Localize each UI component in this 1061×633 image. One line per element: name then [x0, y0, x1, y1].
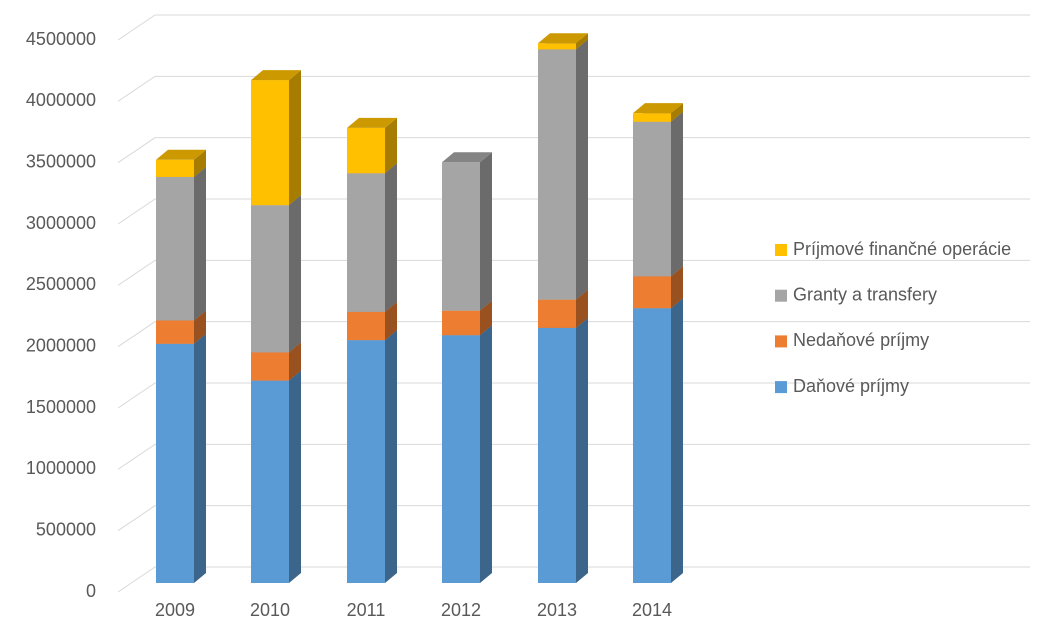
legend-swatch: [775, 244, 787, 256]
bar-top: [251, 70, 301, 81]
grid-line: [117, 198, 1030, 225]
bar-segment: [347, 127, 385, 174]
y-tick-label: 4500000: [26, 29, 96, 49]
bar-side: [671, 298, 683, 583]
grid-line: [117, 443, 1030, 470]
bar-side: [576, 317, 588, 583]
bar-side: [289, 195, 301, 353]
grid-line: [117, 382, 1030, 409]
legend-label: Príjmové finančné operácie: [793, 239, 1011, 259]
x-tick-label: 2009: [155, 600, 195, 620]
bar-side: [576, 289, 588, 328]
y-tick-label: 2000000: [26, 335, 96, 355]
bar-side: [289, 370, 301, 583]
bar-side: [385, 301, 397, 341]
bar-side: [480, 325, 492, 583]
x-tick-label: 2012: [441, 600, 481, 620]
bar-side: [385, 163, 397, 312]
grid-line: [117, 321, 1030, 348]
bar-top: [633, 103, 683, 114]
bar-segment: [538, 299, 576, 328]
bar-segment: [156, 343, 194, 583]
legend-swatch: [775, 289, 787, 302]
bar-segment: [251, 352, 289, 381]
bar-top: [538, 33, 588, 44]
grid-line: [117, 137, 1030, 164]
bar-top: [156, 149, 206, 160]
y-tick-label: 3000000: [26, 213, 96, 233]
y-tick-label: 1000000: [26, 458, 96, 478]
grid-line: [117, 14, 1030, 41]
y-tick-label: 2500000: [26, 274, 96, 294]
bar-side: [194, 310, 206, 344]
bar-segment: [347, 311, 385, 341]
bar-segment: [633, 113, 671, 122]
bar-segment: [156, 320, 194, 344]
bar-side: [385, 330, 397, 583]
bar-segment: [633, 121, 671, 277]
y-tick-label: 4000000: [26, 90, 96, 110]
bar-segment: [633, 308, 671, 583]
bar-segment: [538, 49, 576, 300]
bar-side: [671, 103, 683, 122]
y-tick-label: 500000: [36, 519, 96, 539]
grid-line: [117, 259, 1030, 286]
bar-side: [289, 342, 301, 381]
bar-segment: [251, 205, 289, 353]
bar-segment: [538, 43, 576, 50]
y-tick-label: 1500000: [26, 397, 96, 417]
bar-segment: [442, 310, 480, 336]
y-tick-label: 0: [86, 581, 96, 601]
x-tick-label: 2013: [537, 600, 577, 620]
bar-top: [442, 152, 492, 163]
y-tick-label: 3500000: [26, 151, 96, 171]
bar-segment: [251, 80, 289, 206]
x-tick-label: 2011: [347, 600, 386, 620]
bar-side: [576, 39, 588, 300]
grid-line: [117, 505, 1030, 532]
bar-segment: [538, 327, 576, 583]
bar-segment: [633, 276, 671, 309]
legend-swatch: [775, 381, 787, 394]
bar-segment: [347, 340, 385, 583]
grid-line: [117, 75, 1030, 102]
bar-segment: [442, 335, 480, 583]
bar-side: [289, 70, 301, 206]
x-tick-label: 2014: [632, 600, 672, 620]
bar-segment: [251, 380, 289, 583]
bar-segment: [347, 173, 385, 312]
bar-side: [576, 33, 588, 50]
legend-label: Granty a transfery: [793, 284, 937, 304]
legend-label: Nedaňové príjmy: [793, 330, 929, 350]
bar-side: [671, 266, 683, 309]
bar-side: [194, 149, 206, 177]
bar-side: [194, 333, 206, 583]
bar-segment: [156, 176, 194, 321]
bar-side: [480, 152, 492, 311]
grid-line: [117, 566, 1030, 593]
bar-segment: [442, 162, 480, 311]
bar-segment: [156, 159, 194, 177]
x-tick-label: 2010: [250, 600, 290, 620]
bar-side: [194, 166, 206, 321]
legend-label: Daňové príjmy: [793, 376, 909, 396]
bar-side: [385, 117, 397, 174]
bar-top: [347, 117, 397, 128]
bar-side: [480, 300, 492, 336]
bar-side: [671, 111, 683, 277]
legend-swatch: [775, 335, 787, 348]
